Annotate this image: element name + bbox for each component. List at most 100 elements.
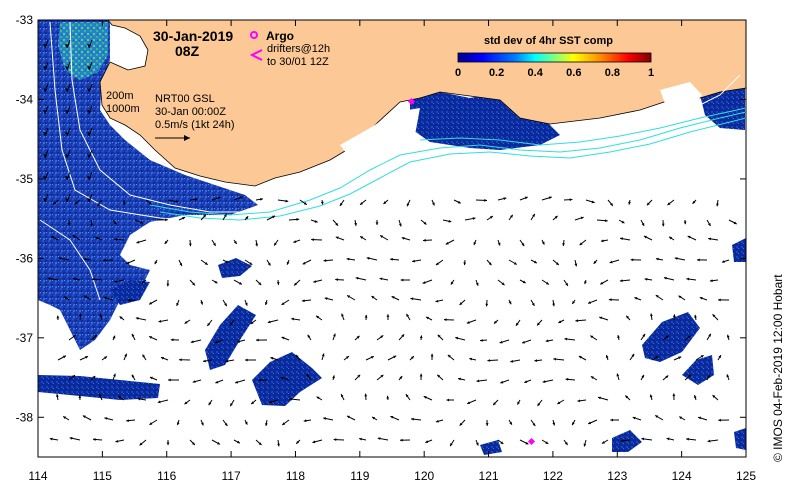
current-vector (542, 379, 554, 383)
current-vector (530, 213, 536, 221)
current-vector (343, 355, 350, 361)
sst-patch-coast-far-east (700, 85, 745, 130)
current-vector (332, 333, 336, 341)
sst-patch-123 (642, 312, 700, 362)
current-vector (190, 339, 202, 344)
current-vector (293, 279, 301, 286)
current-vector (390, 257, 400, 261)
current-vector (145, 199, 153, 206)
current-vector (508, 299, 512, 305)
current-vector (47, 277, 59, 281)
current-vector (56, 315, 60, 321)
current-vector (655, 257, 664, 261)
argo-legend-label: Argo (266, 29, 294, 43)
current-vector (244, 299, 248, 306)
lon-tick-label: 118 (286, 469, 305, 483)
current-vector (303, 419, 312, 423)
current-vector (706, 333, 712, 341)
current-vector (112, 335, 116, 341)
latitude-axis: -33 -34 -35 -36 -37 -38 (16, 13, 746, 424)
current-vector (707, 439, 719, 443)
current-vector (655, 294, 664, 301)
current-vector (423, 395, 433, 401)
current-vector (90, 375, 96, 381)
current-vector (583, 439, 587, 447)
current-vector (486, 215, 494, 221)
current-vector (245, 358, 257, 362)
current-vector (609, 259, 620, 264)
current-vector (293, 239, 301, 243)
current-vector (289, 397, 301, 401)
current-vector (500, 379, 510, 384)
current-vector (672, 393, 676, 401)
current-vector (355, 276, 367, 281)
current-vector (67, 219, 71, 226)
current-vector (510, 359, 521, 363)
lon-tick-label: 114 (28, 469, 47, 483)
current-vector (234, 379, 246, 384)
current-vector (295, 354, 301, 361)
current-vector (43, 61, 49, 71)
current-vector (683, 219, 687, 225)
current-vector (650, 313, 653, 321)
current-vector (286, 259, 290, 265)
current-vector (96, 199, 103, 207)
current-vector (139, 439, 147, 446)
lon-tick-label: 117 (222, 469, 241, 483)
current-vector (255, 279, 262, 286)
current-vector (310, 219, 318, 223)
model-time-label: 30-Jan 00:00Z (155, 106, 226, 118)
current-vector (516, 399, 521, 405)
current-vector (68, 374, 76, 381)
track-leeuwin-1 (149, 111, 747, 216)
current-vector (391, 295, 400, 301)
current-vector (383, 199, 389, 205)
current-vector (709, 279, 719, 283)
current-vector (154, 259, 158, 265)
current-vector (575, 319, 587, 323)
current-vector (281, 419, 290, 426)
current-vector (620, 439, 631, 443)
current-vector (200, 299, 204, 305)
current-vector (466, 399, 477, 405)
current-vector (244, 215, 249, 221)
current-vector (78, 395, 82, 401)
current-vector (82, 415, 92, 421)
current-vector (593, 259, 598, 265)
current-vector (377, 437, 389, 441)
current-vector (200, 214, 207, 221)
current-vector (137, 397, 147, 401)
current-vector (718, 298, 730, 302)
current-vector (339, 199, 345, 207)
current-vector (266, 259, 271, 266)
current-vector (333, 438, 345, 442)
lat-tick-label: -38 (16, 410, 34, 424)
current-vector (726, 334, 730, 341)
current-vector (699, 296, 708, 301)
current-vector (640, 333, 646, 341)
current-vector (127, 298, 136, 302)
current-vector (302, 259, 312, 265)
current-vector (379, 234, 389, 241)
current-vector (590, 335, 598, 341)
current-vector (68, 334, 76, 341)
current-vector (455, 336, 466, 341)
current-vector (65, 171, 71, 181)
current-vector (57, 355, 67, 361)
current-vector (354, 374, 361, 381)
current-vector (585, 199, 595, 204)
current-vector (276, 279, 280, 285)
current-vector (577, 399, 587, 403)
current-vector (87, 127, 93, 137)
current-vector (712, 394, 719, 401)
current-vector (122, 199, 126, 206)
lat-tick-label: -37 (16, 331, 34, 345)
current-vector (493, 319, 499, 324)
colorbar-title: std dev of 4hr SST comp (484, 35, 613, 47)
current-vector (617, 335, 620, 341)
current-vector (52, 199, 59, 205)
current-vector (65, 193, 71, 203)
current-vector (131, 333, 136, 341)
current-vector (312, 439, 323, 444)
current-vector (178, 216, 186, 221)
